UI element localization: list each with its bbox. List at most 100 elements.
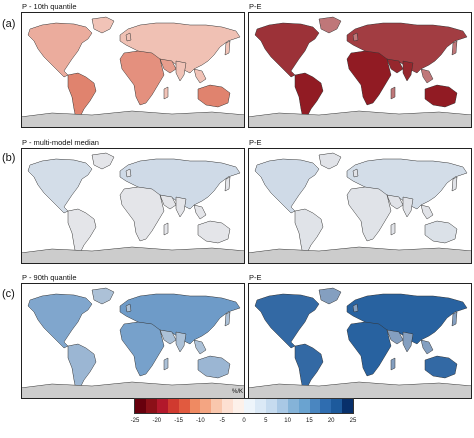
panel-title-b-right: P-E <box>249 138 262 147</box>
landmass-greenland <box>91 16 115 34</box>
landmass-se-asia <box>420 339 434 355</box>
landmass-madagascar <box>163 357 169 371</box>
landmass-greenland <box>91 287 115 305</box>
panel-title-a-right: P-E <box>249 2 262 11</box>
colorbar-tick-label: 25 <box>349 418 357 424</box>
landmass-arabia <box>159 194 177 210</box>
colorbar-segment <box>135 399 146 413</box>
colorbar-tick-label: -5 <box>219 418 225 424</box>
colorbar-segment <box>156 399 168 413</box>
landmass-arabia <box>386 58 404 74</box>
landmass-africa <box>346 321 392 377</box>
map-panel-c-right <box>248 283 472 399</box>
landmass-africa <box>346 50 392 106</box>
landmass-madagascar <box>163 222 169 236</box>
landmass-antarctica <box>249 381 471 398</box>
landmass-se-asia <box>193 204 207 220</box>
landmass-greenland <box>318 16 342 34</box>
landmass-north-america <box>254 293 320 349</box>
landmass-antarctica <box>22 110 244 127</box>
panel-title-c-right: P-E <box>249 273 262 282</box>
row-label-b: (b) <box>2 152 16 164</box>
colorbar-segment <box>189 399 201 413</box>
map-panel-c-left <box>21 283 245 399</box>
colorbar-tick-label: -15 <box>174 418 183 424</box>
landmass-greenland <box>91 152 115 170</box>
landmass-south-america <box>294 72 324 120</box>
landmass-south-america <box>67 343 97 391</box>
landmass-south-america <box>67 72 97 120</box>
map-panel-a-left <box>21 12 245 128</box>
landmass-india <box>402 331 414 353</box>
colorbar-segment <box>298 399 310 413</box>
landmass-uk <box>352 303 359 313</box>
colorbar-tick-label: 10 <box>284 418 291 424</box>
colorbar-tick-label: -20 <box>152 418 162 424</box>
landmass-madagascar <box>163 86 169 100</box>
colorbar-segment <box>309 399 321 413</box>
landmass-india <box>402 196 414 218</box>
world-map <box>22 287 244 398</box>
landmass-south-america <box>294 343 324 391</box>
landmass-madagascar <box>390 222 396 236</box>
landmass-arabia <box>386 329 404 345</box>
landmass-australia <box>424 84 458 108</box>
landmass-greenland <box>318 152 342 170</box>
landmass-africa <box>119 321 165 377</box>
panel-title-b-left: P - multi-model median <box>22 138 99 147</box>
landmass-japan <box>451 40 458 56</box>
colorbar <box>134 398 354 414</box>
landmass-se-asia <box>420 68 434 84</box>
map-panel-a-right <box>248 12 472 128</box>
colorbar-segment <box>211 399 223 413</box>
colorbar-segment <box>331 399 343 413</box>
colorbar-segment <box>244 399 255 413</box>
landmass-uk <box>125 303 132 313</box>
landmass-north-america <box>27 293 93 349</box>
world-map <box>249 152 471 263</box>
landmass-india <box>175 331 187 353</box>
landmass-australia <box>197 355 231 379</box>
landmass-arabia <box>159 329 177 345</box>
world-map <box>249 287 471 398</box>
colorbar-tick-label: 15 <box>306 418 313 424</box>
landmass-antarctica <box>22 381 244 398</box>
colorbar-segment <box>265 399 277 413</box>
row-label-a: (a) <box>2 18 16 30</box>
landmass-japan <box>451 311 458 327</box>
landmass-uk <box>352 168 359 178</box>
landmass-antarctica <box>249 246 471 263</box>
colorbar-segment <box>200 399 212 413</box>
world-map <box>22 16 244 127</box>
landmass-arabia <box>386 194 404 210</box>
landmass-south-america <box>67 208 97 256</box>
landmass-arabia <box>159 58 177 74</box>
colorbar-segment <box>178 399 190 413</box>
landmass-uk <box>125 168 132 178</box>
landmass-japan <box>224 311 231 327</box>
map-panel-b-right <box>248 148 472 264</box>
colorbar-segment <box>167 399 179 413</box>
landmass-australia <box>424 220 458 244</box>
colorbar-segment <box>276 399 288 413</box>
panel-title-c-left: P - 90th quantile <box>22 273 77 282</box>
colorbar-tick-label: 0 <box>242 418 246 424</box>
colorbar-segment <box>287 399 299 413</box>
landmass-india <box>175 60 187 82</box>
colorbar-segment <box>145 399 157 413</box>
colorbar-tick-label: -25 <box>130 418 140 424</box>
landmass-madagascar <box>390 86 396 100</box>
landmass-japan <box>451 176 458 192</box>
landmass-india <box>402 60 414 82</box>
landmass-australia <box>197 84 231 108</box>
landmass-antarctica <box>249 110 471 127</box>
colorbar-segment <box>320 399 332 413</box>
landmass-japan <box>224 176 231 192</box>
landmass-south-america <box>294 208 324 256</box>
landmass-india <box>175 196 187 218</box>
landmass-north-america <box>254 22 320 78</box>
landmass-antarctica <box>22 246 244 263</box>
colorbar-units: %/K <box>232 389 244 395</box>
landmass-se-asia <box>193 339 207 355</box>
landmass-australia <box>197 220 231 244</box>
